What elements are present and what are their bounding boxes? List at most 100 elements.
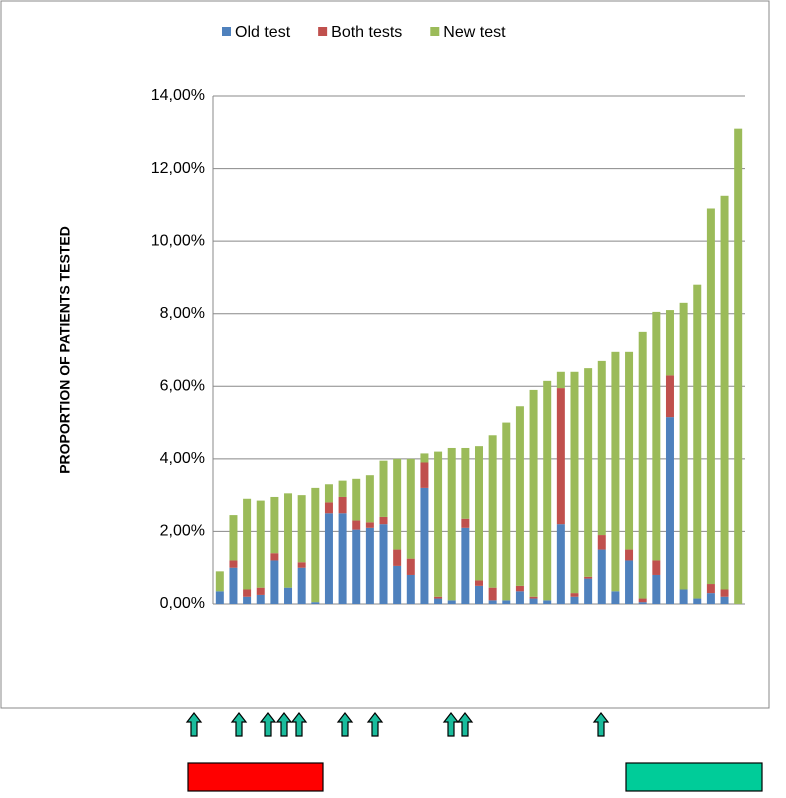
y-tick-label: 2,00% [160,523,205,540]
bar-segment [502,600,511,604]
bar-segment [406,458,415,559]
bar-segment [488,587,497,601]
bar-segment [515,406,524,586]
bar-segment [243,596,252,604]
bar-segment [515,591,524,604]
bar-segment [297,562,306,568]
bar-segment [270,553,279,561]
bar-segment [625,560,634,604]
bar-segment [447,600,456,604]
bar-segment [734,128,743,604]
bar-segment [584,368,593,577]
bar-segment [638,602,647,604]
bar-segment [529,596,538,599]
bar-segment [461,518,470,528]
bar-segment [665,310,674,376]
bar-segment [352,520,361,530]
bar-segment [393,458,402,550]
bar-segment [556,388,565,525]
bar-segment [693,284,702,599]
bar-segment [625,549,634,561]
bar-segment [338,496,347,514]
bar-segment [243,589,252,597]
bar-segment [406,574,415,604]
bar-segment [475,585,483,604]
bar-segment [720,589,729,597]
bar-segment [324,484,333,503]
bar-segment [284,587,293,604]
bar-segment [420,487,429,604]
y-axis-label: PROPORTION OF PATIENTS TESTED [57,226,73,474]
arrow [290,712,308,737]
y-tick-label: 12,00% [151,160,205,177]
bar-segment [570,371,579,594]
bar-segment [256,587,265,595]
bar-segment [324,513,333,604]
bar-segment [379,524,388,604]
bar-segment [420,462,429,488]
bar-segment [652,560,661,575]
bar-segment [679,302,688,590]
bar-segment [475,580,483,586]
legend-label: Old test [235,24,291,41]
y-tick-label: 0,00% [160,595,205,612]
bar-segment [393,565,402,604]
bar-segment [406,558,415,575]
bar-segment [215,591,224,604]
bar-segment [665,417,674,604]
bar-segment [638,331,647,599]
bar-segment [488,600,497,604]
bar-segment [706,208,715,585]
arrow [259,712,277,737]
bar-segment [434,598,443,604]
bar-segment [543,380,552,601]
legend-swatch [318,27,328,36]
teal-box [625,762,763,792]
bar-segment [379,460,388,517]
bar-segment [229,560,238,568]
arrow [185,712,203,737]
bar-segment [502,422,511,601]
legend-swatch [430,27,440,36]
bar-segment [638,598,647,603]
bar-segment [679,589,688,604]
bar-segment [434,451,443,597]
bar-segment [338,480,347,497]
y-tick-label: 10,00% [151,232,205,249]
bar-segment [352,529,361,604]
bar-segment [215,571,224,592]
bar-segment [352,478,361,521]
bar-segment [311,602,320,604]
bar-segment [420,453,429,463]
bar-segment [229,567,238,604]
bar-segment [365,522,374,528]
bar-segment [284,493,293,588]
arrow [275,712,293,737]
arrow [442,712,460,737]
bar-segment [556,371,565,389]
bar-segment [570,596,579,604]
bar-segment [393,549,402,566]
bar-segment [597,360,606,536]
bar-segment [297,567,306,604]
bar-segment [706,593,715,604]
bar-segment [515,585,524,592]
bar-segment [529,389,538,597]
y-tick-label: 14,00% [151,87,205,104]
bar-segment [652,311,661,561]
bar-segment [461,527,470,604]
arrow [366,712,384,737]
bar-segment [611,591,620,604]
bar-segment [597,535,606,550]
bar-segment [338,513,347,604]
bar-segment [584,578,593,604]
bar-segment [652,574,661,604]
annotations [185,712,763,792]
bar-segment [475,446,483,581]
bar-segment [434,596,443,599]
bar-segment [447,447,456,601]
legend-label: Both tests [331,24,402,41]
bar-segment [556,524,565,604]
bar-segment [229,515,238,561]
